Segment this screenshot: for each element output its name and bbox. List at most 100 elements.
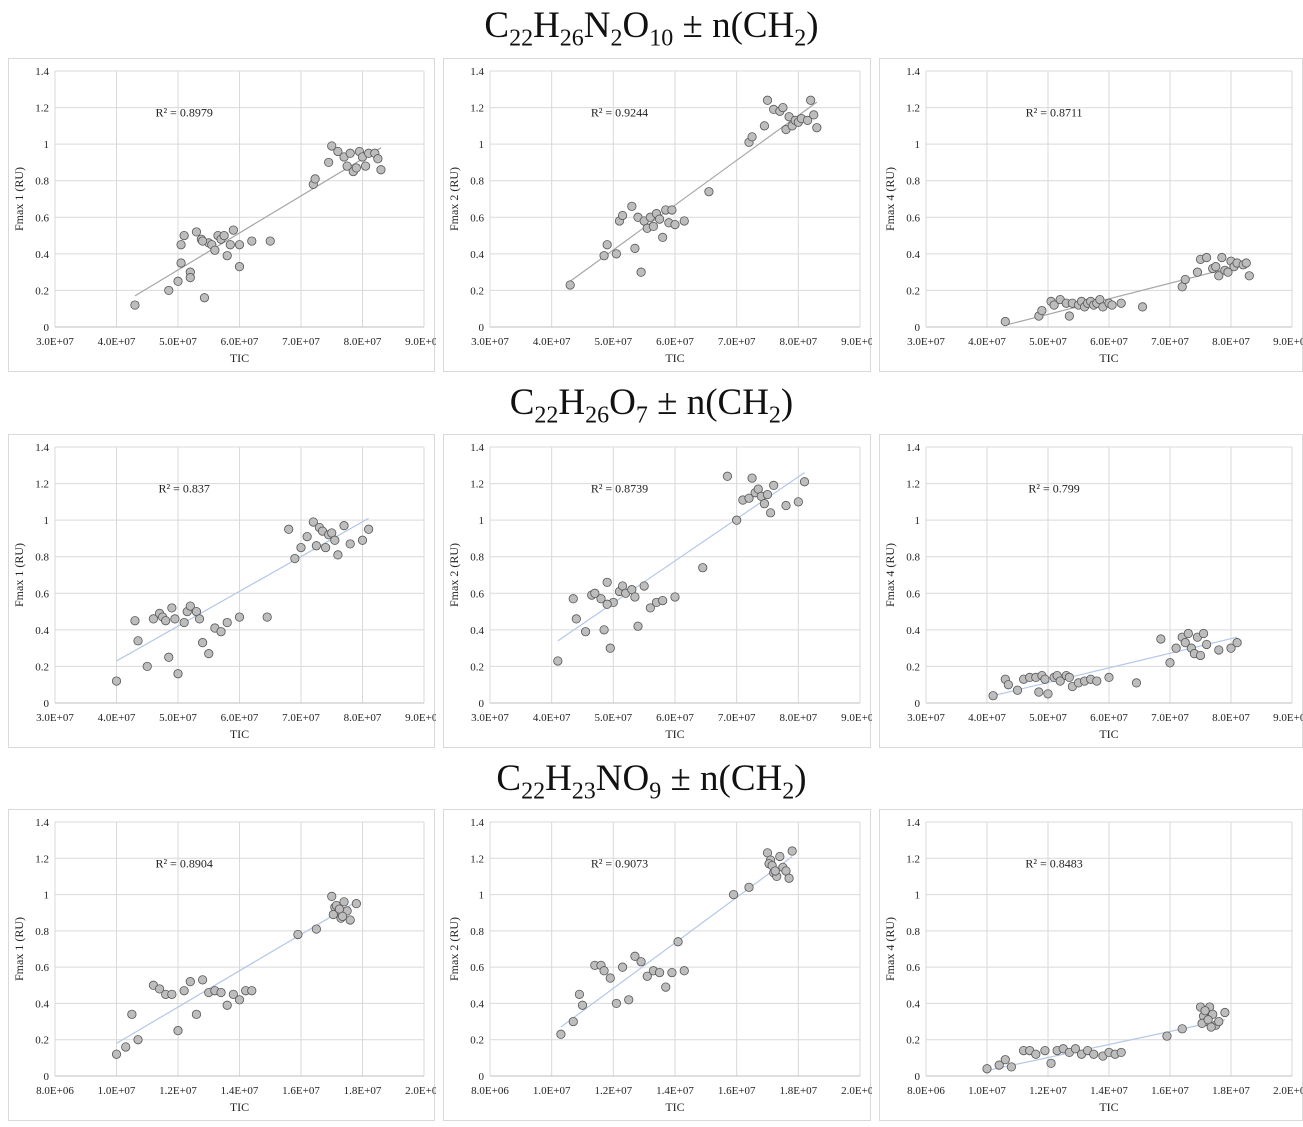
data-point — [744, 493, 754, 503]
x-tick-label: 4.0E+07 — [98, 712, 136, 724]
y-tick-label: 0 — [44, 322, 50, 334]
x-tick-label: 1.2E+07 — [594, 1085, 632, 1097]
y-tick-label: 0 — [915, 698, 921, 710]
r-squared-label: R² = 0.837 — [158, 482, 209, 496]
data-point — [602, 240, 612, 250]
x-tick-label: 7.0E+07 — [282, 712, 320, 724]
data-point — [574, 989, 585, 999]
data-point — [176, 258, 186, 268]
data-point — [1180, 274, 1190, 285]
y-tick-label: 1 — [915, 139, 921, 151]
x-tick-label: 4.0E+07 — [98, 336, 136, 348]
scatter-chart-1: 0 0.2 0.4 0.6 0.8 1 1.2 1.4 3.0E+07 4.0E+07 5.0E+0… — [12, 66, 443, 365]
y-tick-label: 0 — [915, 1071, 921, 1083]
data-point — [1220, 1007, 1230, 1018]
data-point — [1064, 672, 1074, 682]
trendline — [992, 636, 1238, 697]
r-squared-label: R² = 0.8483 — [1025, 856, 1082, 870]
x-tick-label: 8.0E+06 — [36, 1085, 74, 1097]
x-tick-label: 1.6E+07 — [282, 1085, 320, 1097]
y-tick-label: 1 — [479, 139, 485, 151]
x-tick-label: 1.4E+07 — [656, 1085, 694, 1097]
formula-text: C — [484, 5, 510, 46]
y-tick-label: 0.6 — [470, 962, 484, 974]
data-point — [290, 553, 300, 564]
data-point — [198, 638, 208, 648]
trendline — [569, 101, 818, 282]
data-point — [339, 897, 349, 907]
data-point — [345, 148, 355, 158]
scatter-chart-2: 0 0.2 0.4 0.6 0.8 1 1.2 1.4 3.0E+07 4.0E+07 5.0E+0… — [447, 66, 879, 365]
x-tick-label: 1.8E+07 — [779, 1085, 817, 1097]
data-point — [722, 471, 733, 481]
r-squared-label: R² = 0.8739 — [591, 482, 648, 496]
x-tick-label: 6.0E+07 — [1090, 336, 1128, 348]
data-point — [360, 161, 371, 171]
x-tick-label: 9.0E+07 — [405, 336, 436, 348]
formula-text: ) — [780, 382, 794, 423]
data-point — [198, 236, 208, 246]
data-point — [228, 225, 238, 235]
data-point — [617, 962, 628, 972]
data-point — [1198, 628, 1209, 639]
data-point — [225, 240, 235, 250]
data-point — [173, 1026, 183, 1036]
data-point — [1214, 645, 1224, 655]
data-point — [176, 240, 186, 250]
data-point — [704, 187, 714, 197]
data-point — [1116, 298, 1126, 308]
data-point — [639, 581, 649, 591]
x-tick-label: 8.0E+07 — [1212, 336, 1250, 348]
data-point — [667, 967, 677, 978]
data-point — [293, 929, 303, 940]
data-point — [781, 500, 791, 511]
y-tick-label: 1.2 — [906, 103, 920, 115]
data-point — [654, 967, 665, 978]
data-point — [1165, 658, 1175, 668]
x-tick-label: 9.0E+07 — [1273, 712, 1303, 724]
formula-subscript: 9 — [649, 778, 662, 805]
y-tick-label: 0.4 — [470, 625, 484, 637]
data-point — [732, 515, 742, 525]
data-point — [648, 221, 659, 232]
data-point — [988, 691, 998, 701]
y-tick-label: 0.8 — [906, 176, 920, 188]
data-point — [642, 971, 652, 981]
data-point — [654, 214, 665, 224]
y-tick-label: 1.4 — [906, 442, 920, 454]
data-point — [191, 1009, 202, 1019]
formula-text: N — [583, 5, 611, 46]
data-point — [661, 982, 671, 992]
x-tick-label: 5.0E+07 — [1029, 712, 1067, 724]
formula-text: ) — [794, 758, 807, 799]
y-tick-label: 1.2 — [906, 853, 920, 865]
y-axis-label: Fmax 1 (RU) — [12, 543, 26, 607]
data-point — [673, 937, 683, 947]
data-point — [234, 262, 245, 272]
data-point — [328, 909, 338, 920]
x-tick-label: 8.0E+07 — [344, 336, 382, 348]
chart-panel-9: 0 0.2 0.4 0.6 0.8 1 1.2 1.4 8.0E+06 1.0E+07 1.2E+0… — [879, 809, 1303, 1121]
chart-panel-4: 0 0.2 0.4 0.6 0.8 1 1.2 1.4 3.0E+07 4.0E+07 5.0E+0… — [8, 434, 443, 748]
x-tick-label: 1.8E+07 — [1212, 1085, 1250, 1097]
data-point — [571, 614, 581, 624]
data-point — [1089, 1049, 1099, 1059]
data-point — [133, 1035, 143, 1045]
data-point — [351, 899, 361, 909]
x-tick-label: 4.0E+07 — [968, 336, 1006, 348]
x-tick-label: 8.0E+06 — [471, 1085, 509, 1097]
data-point — [1232, 638, 1242, 648]
data-point — [222, 251, 232, 261]
y-axis-label: Fmax 1 (RU) — [12, 167, 26, 231]
data-point — [1000, 316, 1010, 327]
y-axis-label: Fmax 4 (RU) — [883, 167, 897, 231]
x-tick-label: 9.0E+07 — [841, 712, 872, 724]
data-point — [148, 614, 158, 624]
x-tick-label: 6.0E+07 — [656, 336, 694, 348]
trendline — [116, 901, 357, 1044]
y-tick-label: 0.4 — [35, 249, 49, 261]
data-point — [210, 245, 220, 255]
data-point — [247, 986, 257, 996]
data-point — [1223, 267, 1233, 277]
y-tick-label: 1 — [44, 139, 50, 151]
